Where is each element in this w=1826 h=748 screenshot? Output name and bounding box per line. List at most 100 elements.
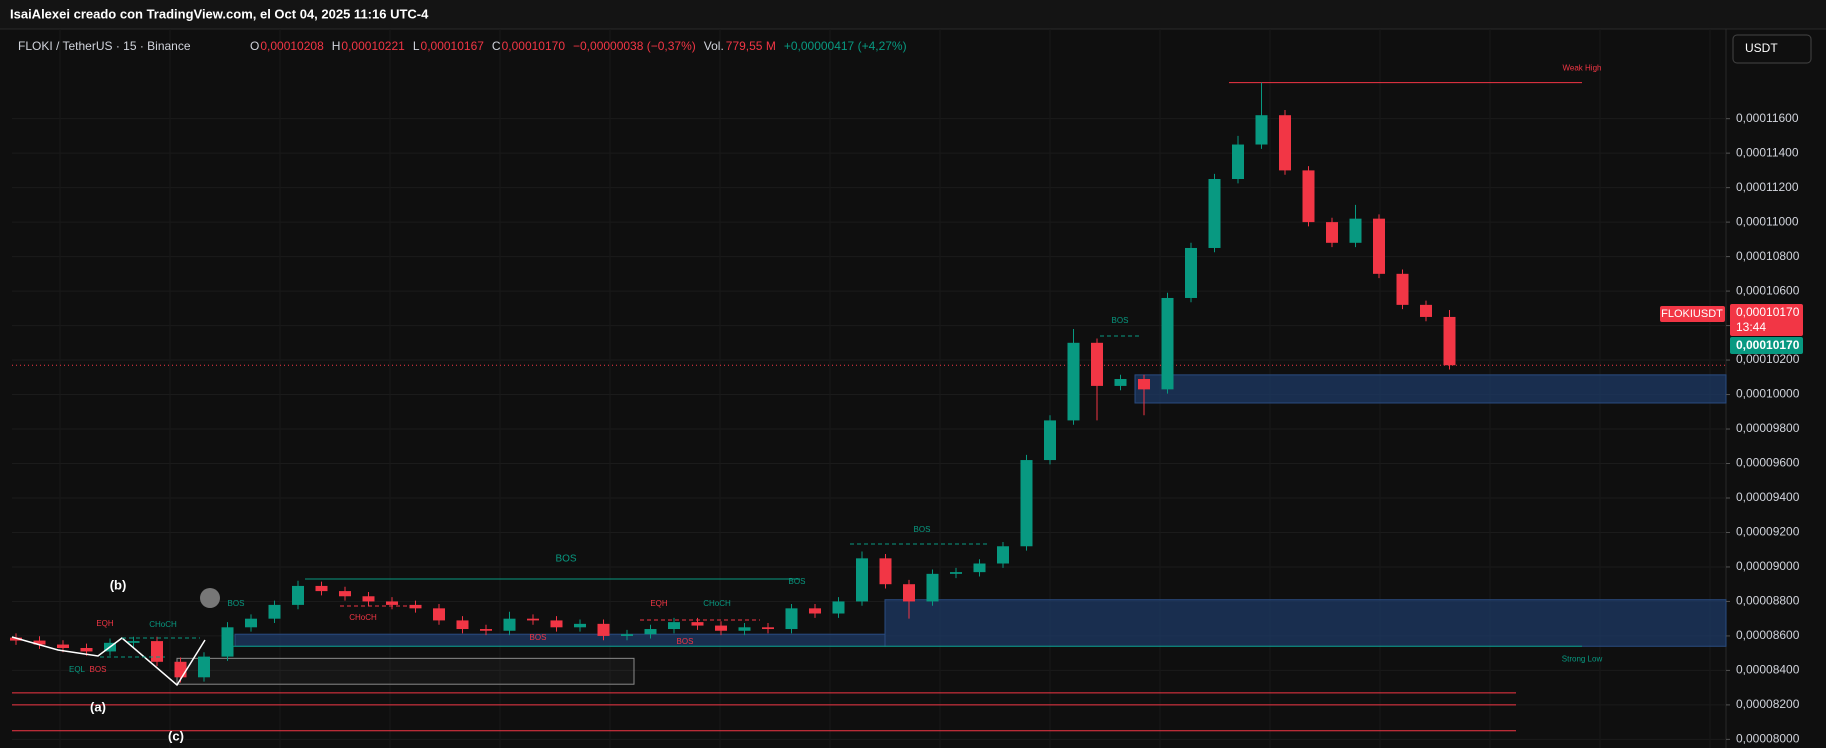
candle-body — [1161, 297, 1174, 390]
level-label: Weak High — [1563, 64, 1602, 73]
y-tick-label: 0,00010800 — [1736, 249, 1800, 263]
candle-body — [151, 641, 163, 662]
candle-body — [1020, 460, 1033, 547]
level-label: Strong Low — [1562, 654, 1603, 663]
candle-body — [362, 596, 375, 602]
candle-body — [174, 661, 187, 678]
candle-body — [1373, 218, 1385, 274]
legend-symbol: FLOKI / TetherUS · 15 · Binance — [18, 39, 191, 53]
candle-body — [80, 647, 93, 652]
countdown-box — [1730, 304, 1803, 336]
y-tick-label: 0,00009000 — [1736, 559, 1800, 573]
zone — [1134, 374, 1727, 404]
candle-body — [221, 627, 234, 657]
candle-body — [973, 563, 986, 573]
candle-body — [1420, 304, 1432, 317]
candle-body — [856, 558, 868, 602]
annotation: BOS — [555, 554, 576, 565]
candle-body — [1138, 379, 1150, 390]
symbol-tag-box — [1660, 306, 1725, 322]
annotation: CHoCH — [149, 620, 177, 629]
candle-body — [691, 622, 704, 626]
legend-volume-change: +0,00000417 (+4,27%) — [784, 39, 907, 53]
candle-body — [785, 608, 798, 630]
candle-body — [832, 601, 845, 614]
annotation: CHoCH — [703, 599, 731, 608]
price-axis: 0,00008000 0,00008200 0,00008400 0,00008600… — [1660, 111, 1803, 746]
annotation: EQH — [96, 619, 114, 628]
candle-body — [1067, 342, 1080, 421]
annotation: BOS — [677, 637, 694, 646]
annotation: CHoCH — [349, 613, 377, 622]
legend-value: 0,00010208 — [260, 39, 324, 53]
candle-body — [245, 618, 257, 628]
zone — [884, 599, 1727, 647]
last-price: 0,00010170 — [1736, 338, 1800, 352]
annotation: BOS — [90, 665, 107, 674]
countdown: 13:44 — [1736, 320, 1766, 334]
legend-key: C — [492, 39, 501, 53]
legend-value: 0,00010221 — [341, 39, 405, 53]
y-tick-label: 0,00009400 — [1736, 490, 1800, 504]
annotation: EQH — [650, 599, 668, 608]
structure-lines — [100, 335, 1140, 658]
y-tick-label: 0,00010200 — [1736, 352, 1800, 366]
candle-body — [621, 634, 633, 636]
countdown-price: 0,00010170 — [1736, 305, 1800, 319]
legend-value: 0,00010167 — [421, 39, 485, 53]
candle-body — [1255, 115, 1268, 145]
legend-change: −0,00000038 (−0,37%) — [573, 39, 696, 53]
currency-button[interactable] — [1732, 34, 1812, 64]
y-tick-label: 0,00008200 — [1736, 697, 1800, 711]
candle-body — [879, 558, 892, 585]
candle-body — [950, 572, 962, 574]
legend-key: L — [413, 39, 420, 53]
candle-body — [1326, 222, 1338, 243]
annotation: BOS — [914, 525, 931, 534]
candle-body — [1114, 379, 1127, 386]
legend-key: H — [332, 39, 341, 53]
candle-body — [339, 591, 351, 597]
candle-body — [433, 608, 445, 621]
candle-body — [1232, 144, 1244, 180]
y-tick-label: 0,00008400 — [1736, 663, 1800, 677]
annotation: (b) — [110, 577, 127, 592]
symbol-tag: FLOKIUSDT — [1661, 308, 1723, 320]
candle-body — [715, 625, 727, 631]
candle-body — [997, 546, 1009, 564]
legend-key: O — [250, 39, 259, 53]
y-tick-label: 0,00008800 — [1736, 594, 1800, 608]
annotation: (c) — [168, 728, 184, 743]
candle-body — [1302, 170, 1315, 223]
candle-body — [550, 620, 563, 628]
wave-line — [11, 636, 206, 687]
last-price-box — [1730, 337, 1803, 354]
annotation: BOS — [1112, 316, 1129, 325]
candle-body — [1279, 115, 1291, 171]
candle-body — [33, 640, 46, 645]
y-tick-label: 0,00011400 — [1736, 145, 1799, 159]
candle-body — [1044, 420, 1056, 461]
candle-body — [1443, 316, 1456, 366]
candle-body — [574, 623, 586, 628]
marker-dot — [200, 588, 220, 608]
candle-body — [903, 584, 915, 602]
currency[interactable]: USDT — [1745, 41, 1778, 55]
candle-body — [1208, 179, 1221, 248]
candle-body — [503, 618, 516, 631]
candle-body — [1396, 273, 1409, 305]
candle-body — [1349, 218, 1362, 243]
y-tick-label: 0,00009800 — [1736, 421, 1800, 435]
annotation: BOS — [530, 633, 547, 642]
candle-body — [738, 627, 751, 631]
annotation: BOS — [789, 577, 806, 586]
candle-body — [386, 601, 398, 605]
candle-body — [315, 585, 328, 592]
candle-body — [409, 604, 422, 609]
candle-body — [456, 620, 469, 630]
candle-body — [268, 604, 281, 619]
candle-body — [292, 585, 304, 605]
candle-body — [527, 618, 539, 621]
